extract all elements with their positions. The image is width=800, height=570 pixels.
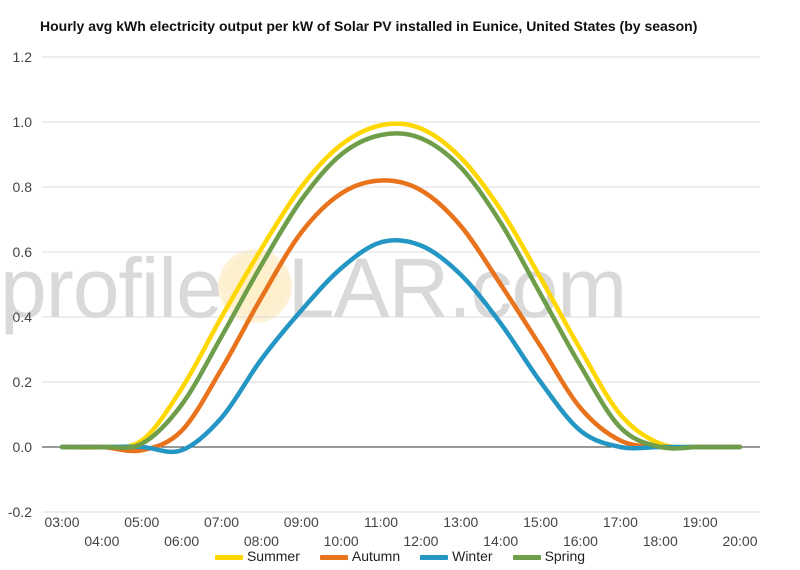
y-tick-label: 1.2 [13, 49, 33, 65]
watermark: profile LAR.com [0, 240, 800, 337]
y-tick-label: 0.6 [13, 244, 33, 260]
legend-label: Autumn [351, 548, 401, 564]
x-tick-label: 15:00 [523, 514, 558, 530]
x-tick-label: 13:00 [443, 514, 478, 530]
legend-label: Spring [544, 548, 586, 564]
legend-swatch [319, 554, 348, 560]
series-line-autumn [59, 178, 743, 454]
x-tick-label: 18:00 [643, 533, 678, 549]
legend-label: Winter [452, 548, 493, 564]
x-tick-label: 14:00 [483, 533, 518, 549]
y-tick-label: 0.2 [13, 374, 33, 390]
y-tick-label: 0.8 [13, 179, 33, 195]
legend-item-winter: Winter [420, 548, 493, 564]
x-tick-label: 05:00 [124, 514, 159, 530]
x-tick-label: 16:00 [563, 533, 598, 549]
x-tick-label: 20:00 [722, 533, 757, 549]
x-tick-label: 08:00 [244, 533, 279, 549]
x-tick-label: 19:00 [683, 514, 718, 530]
chart-legend: Summer Autumn Winter Spring [0, 548, 800, 564]
y-tick-label: 0.0 [13, 439, 33, 455]
legend-item-spring: Spring [512, 548, 586, 564]
y-tick-label: -0.2 [8, 504, 32, 520]
x-tick-label: 09:00 [284, 514, 319, 530]
x-tick-label: 03:00 [44, 514, 79, 530]
legend-swatch [420, 554, 449, 560]
x-tick-label: 12:00 [403, 533, 438, 549]
legend-label: Summer [246, 548, 300, 564]
x-tick-label: 10:00 [324, 533, 359, 549]
series-line-summer [59, 121, 743, 450]
y-tick-label: 1.0 [13, 114, 33, 130]
x-tick-label: 17:00 [603, 514, 638, 530]
watermark-right: LAR.com [287, 241, 627, 335]
legend-item-summer: Summer [214, 548, 300, 564]
series-line-spring [59, 131, 743, 451]
x-tick-label: 11:00 [364, 514, 398, 530]
legend-item-autumn: Autumn [319, 548, 401, 564]
y-tick-label: 0.4 [13, 309, 33, 325]
series-line-winter [59, 237, 743, 455]
x-tick-label: 06:00 [164, 533, 199, 549]
legend-swatch [214, 554, 243, 560]
watermark-left: profile [0, 241, 223, 335]
x-tick-label: 07:00 [204, 514, 239, 530]
legend-swatch [512, 554, 541, 560]
x-tick-label: 04:00 [84, 533, 119, 549]
chart-title: Hourly avg kWh electricity output per kW… [40, 18, 698, 34]
